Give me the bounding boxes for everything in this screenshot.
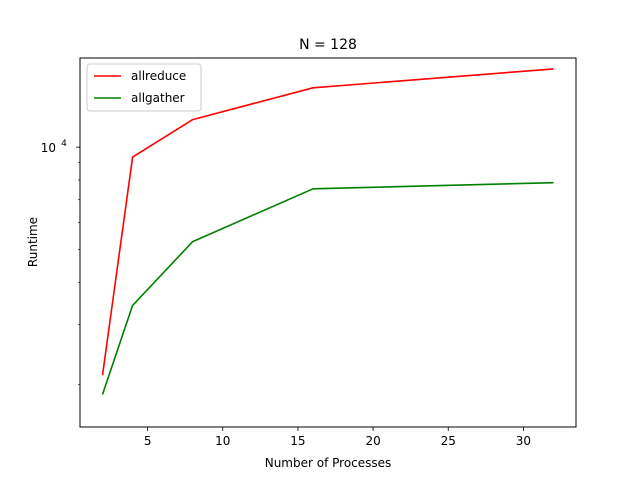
x-tick-label: 10 (215, 434, 230, 448)
y-tick-label-exponent: 4 (61, 139, 67, 149)
plot-frame (79, 57, 577, 428)
x-axis: 5 10 15 20 25 30 (144, 427, 531, 448)
legend: allreduce allgather (86, 63, 202, 112)
y-tick-label: 10 (41, 141, 56, 155)
x-tick-label: 30 (516, 434, 531, 448)
y-axis: 10 4 (41, 139, 80, 385)
chart-title: N = 128 (299, 37, 357, 53)
x-axis-label: Number of Processes (265, 456, 392, 470)
y-axis-label: Runtime (26, 217, 40, 267)
x-tick-label: 20 (365, 434, 380, 448)
legend-label-allgather: allgather (131, 91, 185, 105)
series-layer (101, 68, 554, 395)
x-tick-label: 5 (144, 434, 152, 448)
x-tick-label: 25 (441, 434, 456, 448)
x-tick-label: 15 (290, 434, 305, 448)
series-line-allgather (101, 181, 554, 395)
legend-label-allreduce: allreduce (131, 69, 186, 83)
series-line-allreduce (101, 68, 554, 376)
